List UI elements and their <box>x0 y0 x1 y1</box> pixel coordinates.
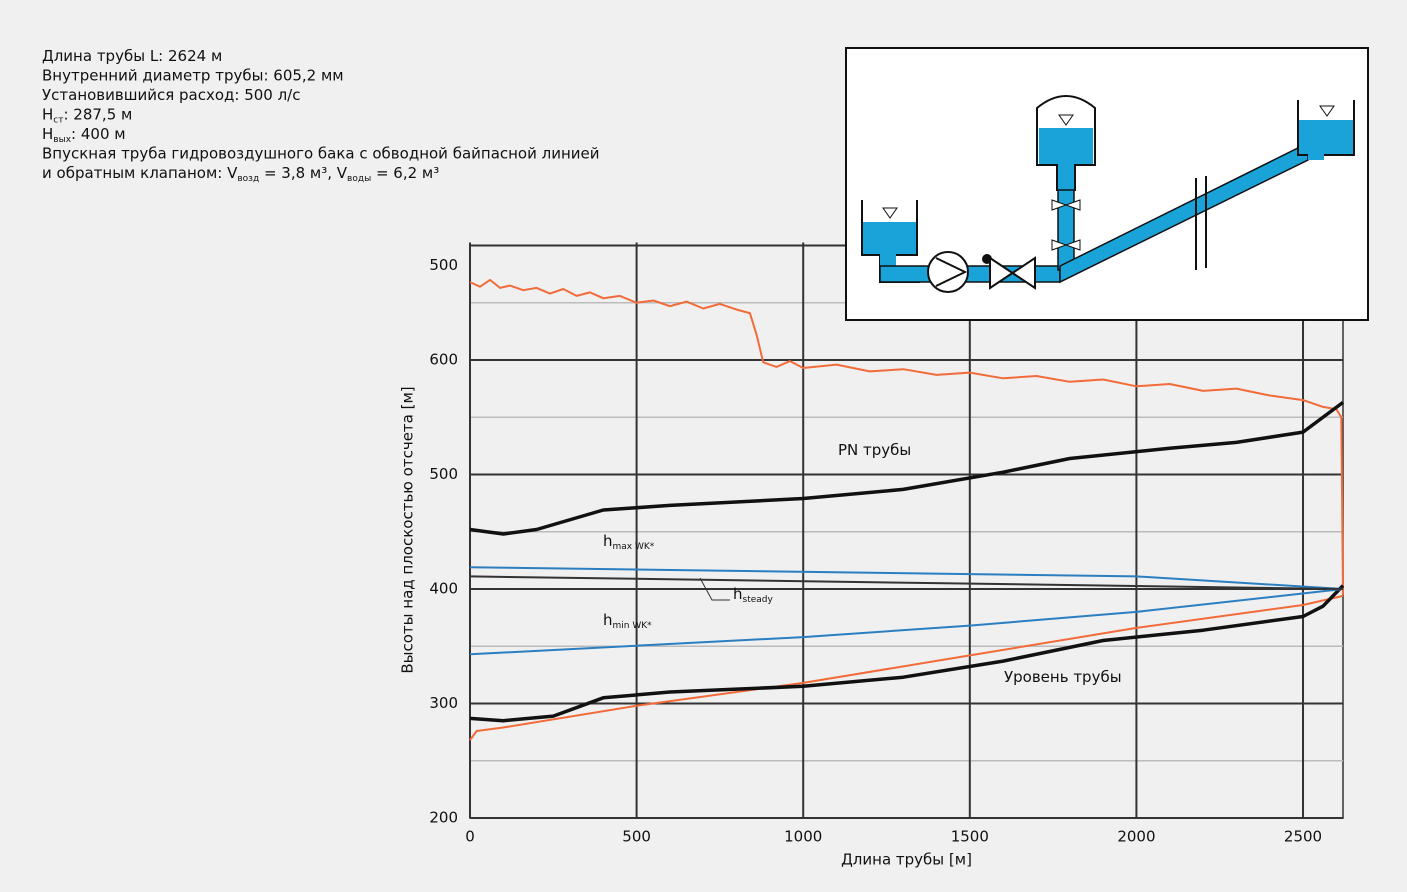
series-line <box>469 566 1344 590</box>
info-line: Впускная труба гидровоздушного бака с об… <box>42 144 600 162</box>
x-tick-label: 0 <box>465 828 475 846</box>
y-tick-label: 500 <box>429 256 458 274</box>
series-line <box>469 584 1345 723</box>
y-tick-label: 400 <box>429 580 458 598</box>
x-tick-label: 1000 <box>784 828 822 846</box>
subscript: min WK* <box>613 621 653 631</box>
text-part: Впускная труба гидровоздушного бака с об… <box>42 144 600 162</box>
schematic <box>845 47 1369 321</box>
y-tick-label: 200 <box>429 809 458 827</box>
annotation: hmin WK* <box>603 611 652 631</box>
x-tick-label: 2500 <box>1284 828 1322 846</box>
text-part: h <box>603 611 613 629</box>
text-part: : 400 м <box>71 125 126 143</box>
text-part: Установившийся расход: 500 л/с <box>42 86 301 104</box>
series-line <box>469 588 1344 656</box>
x-tick-label: 2000 <box>1117 828 1155 846</box>
series-line <box>469 278 1344 595</box>
text-part: и обратным клапаном: V <box>42 164 238 182</box>
subscript: ст <box>53 115 63 125</box>
text-part: : 287,5 м <box>63 105 132 123</box>
annotation: hmax WK* <box>603 532 655 552</box>
y-tick-label: 300 <box>429 694 458 712</box>
text-part: PN трубы <box>838 441 911 459</box>
x-tick-label: 1500 <box>951 828 989 846</box>
text-part: H <box>42 125 53 143</box>
info-line: и обратным клапаном: Vвозд = 3,8 м³, Vво… <box>42 164 439 184</box>
x-tick-label: 500 <box>622 828 651 846</box>
info-line: Установившийся расход: 500 л/с <box>42 86 301 104</box>
text-part: = 3,8 м³, V <box>259 164 348 182</box>
annotation: hsteady <box>733 585 773 605</box>
text-part: h <box>603 532 613 550</box>
text-part: H <box>42 105 53 123</box>
series-line <box>469 575 1344 590</box>
subscript: возд <box>237 174 259 184</box>
y-tick-label: 600 <box>429 351 458 369</box>
subscript: steady <box>743 595 774 605</box>
text-part: = 6,2 м³ <box>371 164 439 182</box>
series-line <box>469 400 1345 536</box>
info-line: Внутренний диаметр трубы: 605,2 мм <box>42 66 344 84</box>
annotation-leader <box>699 577 730 601</box>
annotation: PN трубы <box>838 441 911 459</box>
text-part: h <box>733 585 743 603</box>
subscript: воды <box>347 174 371 184</box>
annotation: Уровень трубы <box>1004 668 1122 686</box>
subscript: max WK* <box>613 542 655 552</box>
series-line <box>469 594 1344 741</box>
y-axis-label: Высоты над плоскостью отсчета [м] <box>399 386 417 673</box>
info-line: Hвых: 400 м <box>42 125 126 145</box>
text-part: Уровень трубы <box>1004 668 1122 686</box>
text-part: Внутренний диаметр трубы: 605,2 мм <box>42 66 344 84</box>
info-line: Hст: 287,5 м <box>42 105 132 125</box>
text-part: Длина трубы L: 2624 м <box>42 47 222 65</box>
subscript: вых <box>53 135 71 145</box>
x-axis-label: Длина трубы [м] <box>841 851 972 869</box>
y-tick-label: 500 <box>429 465 458 483</box>
info-line: Длина трубы L: 2624 м <box>42 47 222 65</box>
